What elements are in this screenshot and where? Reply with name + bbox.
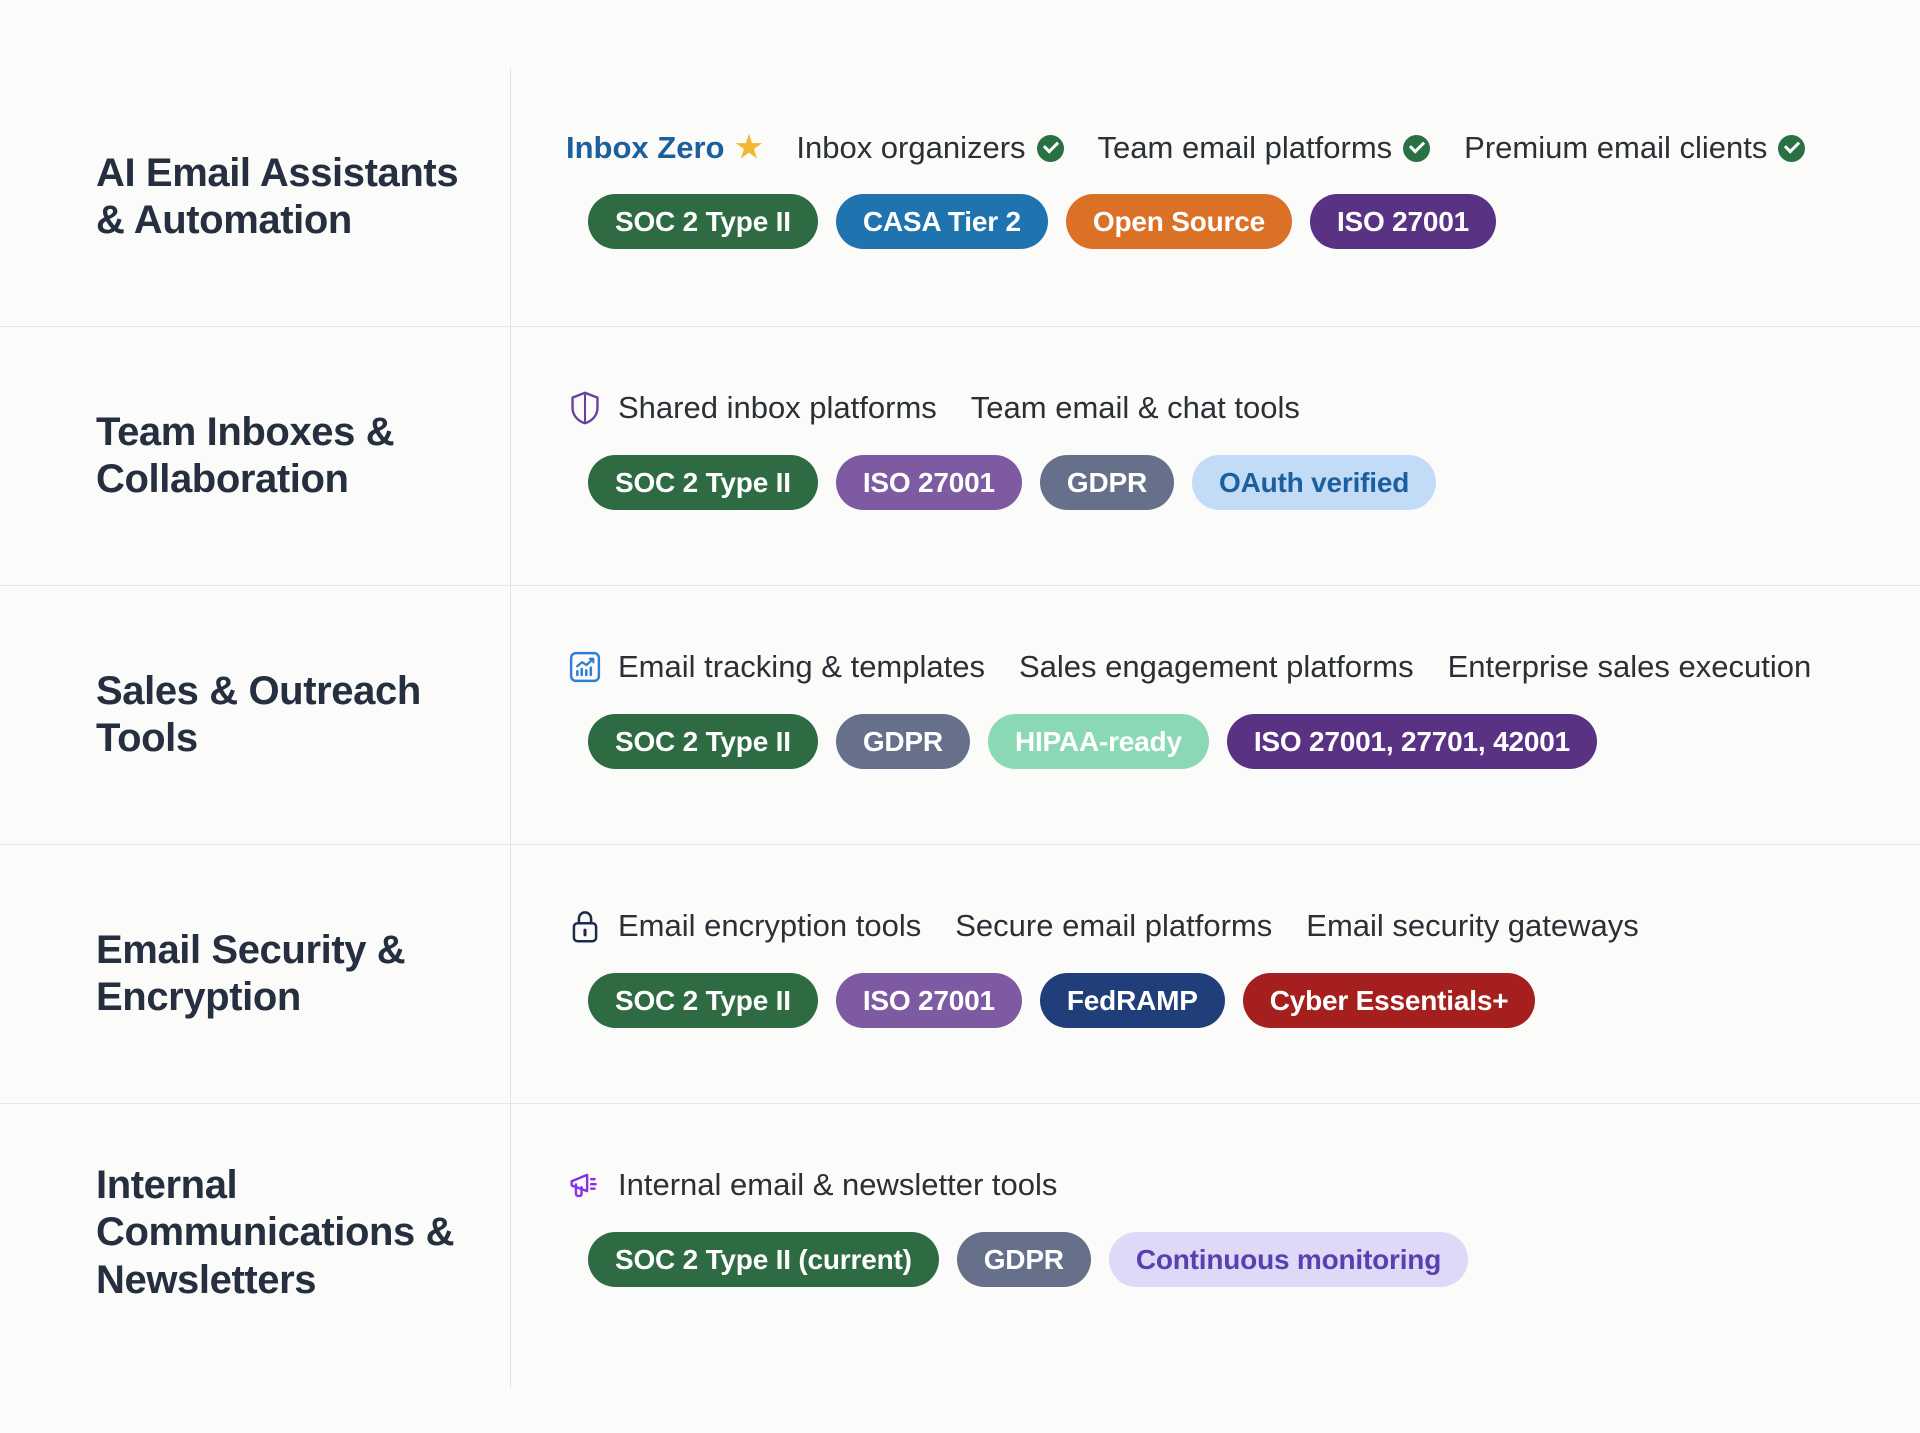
tool-item[interactable]: Secure email platforms <box>955 908 1272 944</box>
row-body: Email tracking & templates Sales engageme… <box>510 586 1920 769</box>
check-circle-icon <box>1403 134 1431 162</box>
category-row: Internal Communications & Newsletters Int… <box>0 1104 1920 1362</box>
compliance-badge[interactable]: ISO 27001 <box>835 973 1022 1028</box>
row-body: Email encryption tools Secure email platf… <box>510 845 1920 1028</box>
row-body: Internal email & newsletter tools SOC 2 T… <box>510 1104 1920 1287</box>
tools-line: Internal email & newsletter tools <box>566 1166 1920 1204</box>
compliance-badge[interactable]: SOC 2 Type II <box>588 714 818 769</box>
compliance-badge[interactable]: SOC 2 Type II <box>588 973 818 1028</box>
category-cell: Team Inboxes & Collaboration <box>0 327 510 585</box>
tools-line: Email tracking & templates Sales engageme… <box>566 648 1920 686</box>
tool-item[interactable]: Inbox organizers <box>796 130 1064 166</box>
tool-item[interactable]: Email tracking & templates <box>618 649 985 685</box>
tool-label: Internal email & newsletter tools <box>618 1167 1058 1202</box>
tool-label: Team email & chat tools <box>970 390 1300 425</box>
compliance-badge[interactable]: OAuth verified <box>1192 455 1437 510</box>
row-body: Inbox Zero ★ Inbox organizers Team email pl… <box>510 68 1920 249</box>
column-divider <box>510 68 511 1388</box>
category-row: AI Email Assistants & Automation Inbox Ze… <box>0 68 1920 327</box>
lock-icon <box>566 907 604 945</box>
category-row: Team Inboxes & Collaboration Shared inbox… <box>0 327 1920 586</box>
tool-label: Secure email platforms <box>955 908 1273 943</box>
row-body: Shared inbox platforms Team email & chat … <box>510 327 1920 510</box>
tool-label: Email encryption tools <box>618 908 922 943</box>
category-row: Email Security & Encryption Email encrypt… <box>0 845 1920 1104</box>
compliance-badge[interactable]: Open Source <box>1065 194 1292 249</box>
compliance-badge[interactable]: ISO 27001 <box>1309 194 1497 249</box>
compliance-badge[interactable]: SOC 2 Type II (current) <box>588 1232 939 1287</box>
tool-item[interactable]: Team email & chat tools <box>971 390 1300 426</box>
compliance-badge[interactable]: SOC 2 Type II <box>588 455 818 510</box>
compliance-badge[interactable]: FedRAMP <box>1039 973 1225 1028</box>
compliance-badge[interactable]: HIPAA-ready <box>987 714 1209 769</box>
compliance-badge[interactable]: ISO 27001 <box>835 455 1022 510</box>
tool-label: Email tracking & templates <box>618 649 985 684</box>
category-cell: Sales & Outreach Tools <box>0 586 510 844</box>
tool-item[interactable]: Enterprise sales execution <box>1448 649 1812 685</box>
tool-label: Inbox Zero <box>566 130 725 165</box>
category-cell: Email Security & Encryption <box>0 845 510 1103</box>
tool-item[interactable]: Team email platforms <box>1098 130 1431 166</box>
tool-item[interactable]: Sales engagement platforms <box>1019 649 1414 685</box>
tool-item[interactable]: Shared inbox platforms <box>618 390 937 426</box>
compliance-badge[interactable]: GDPR <box>956 1232 1091 1287</box>
category-cell: Internal Communications & Newsletters <box>0 1104 510 1362</box>
badge-group: SOC 2 Type II CASA Tier 2 Open Source ISO 2… <box>566 194 1920 249</box>
tools-line: Email encryption tools Secure email platf… <box>566 907 1920 945</box>
tool-label: Sales engagement platforms <box>1018 649 1414 684</box>
star-icon: ★ <box>735 131 763 164</box>
category-title: Sales & Outreach Tools <box>96 668 421 760</box>
compliance-badge[interactable]: ISO 27001, 27701, 42001 <box>1226 714 1597 769</box>
shield-icon <box>566 389 604 427</box>
category-title: Internal Communications & Newsletters <box>96 1163 455 1302</box>
compliance-badge[interactable]: CASA Tier 2 <box>835 194 1048 249</box>
tool-item[interactable]: Premium email clients <box>1464 130 1806 166</box>
compliance-badge[interactable]: GDPR <box>835 714 970 769</box>
tools-line: Shared inbox platforms Team email & chat … <box>566 389 1920 427</box>
check-circle-icon <box>1778 134 1806 162</box>
tools-line: Inbox Zero ★ Inbox organizers Team email pl… <box>566 130 1920 166</box>
tool-label: Enterprise sales execution <box>1447 649 1812 684</box>
tool-label: Team email platforms <box>1097 130 1393 165</box>
check-circle-icon <box>1036 134 1064 162</box>
tool-label: Shared inbox platforms <box>618 390 937 425</box>
chart-icon <box>566 648 604 686</box>
tool-label: Inbox organizers <box>796 130 1026 165</box>
compliance-badge[interactable]: Continuous monitoring <box>1108 1232 1469 1287</box>
compliance-badge[interactable]: Cyber Essentials+ <box>1242 973 1536 1028</box>
category-cell: AI Email Assistants & Automation <box>0 68 510 326</box>
compliance-badge[interactable]: SOC 2 Type II <box>588 194 818 249</box>
badge-group: SOC 2 Type II ISO 27001 GDPR OAuth verified <box>566 455 1920 510</box>
tool-item[interactable]: Internal email & newsletter tools <box>618 1167 1057 1203</box>
category-title: AI Email Assistants & Automation <box>96 150 459 242</box>
category-rows: AI Email Assistants & Automation Inbox Ze… <box>0 68 1920 1362</box>
compliance-badge[interactable]: GDPR <box>1039 455 1175 510</box>
tool-item[interactable]: Email encryption tools <box>618 908 921 944</box>
featured-tool[interactable]: Inbox Zero ★ <box>566 130 762 166</box>
category-title: Email Security & Encryption <box>96 927 406 1019</box>
badge-group: SOC 2 Type II ISO 27001 FedRAMP Cyber Essen… <box>566 973 1920 1028</box>
category-row: Sales & Outreach Tools Email tracking & t… <box>0 586 1920 845</box>
badge-group: SOC 2 Type II GDPR HIPAA-ready ISO 27001, 2… <box>566 714 1920 769</box>
badge-group: SOC 2 Type II (current) GDPR Continuous mo… <box>566 1232 1920 1287</box>
category-title: Team Inboxes & Collaboration <box>96 409 395 501</box>
tool-label: Email security gateways <box>1306 908 1639 943</box>
tool-item[interactable]: Email security gateways <box>1306 908 1639 944</box>
tool-label: Premium email clients <box>1464 130 1768 165</box>
megaphone-icon <box>566 1166 604 1204</box>
